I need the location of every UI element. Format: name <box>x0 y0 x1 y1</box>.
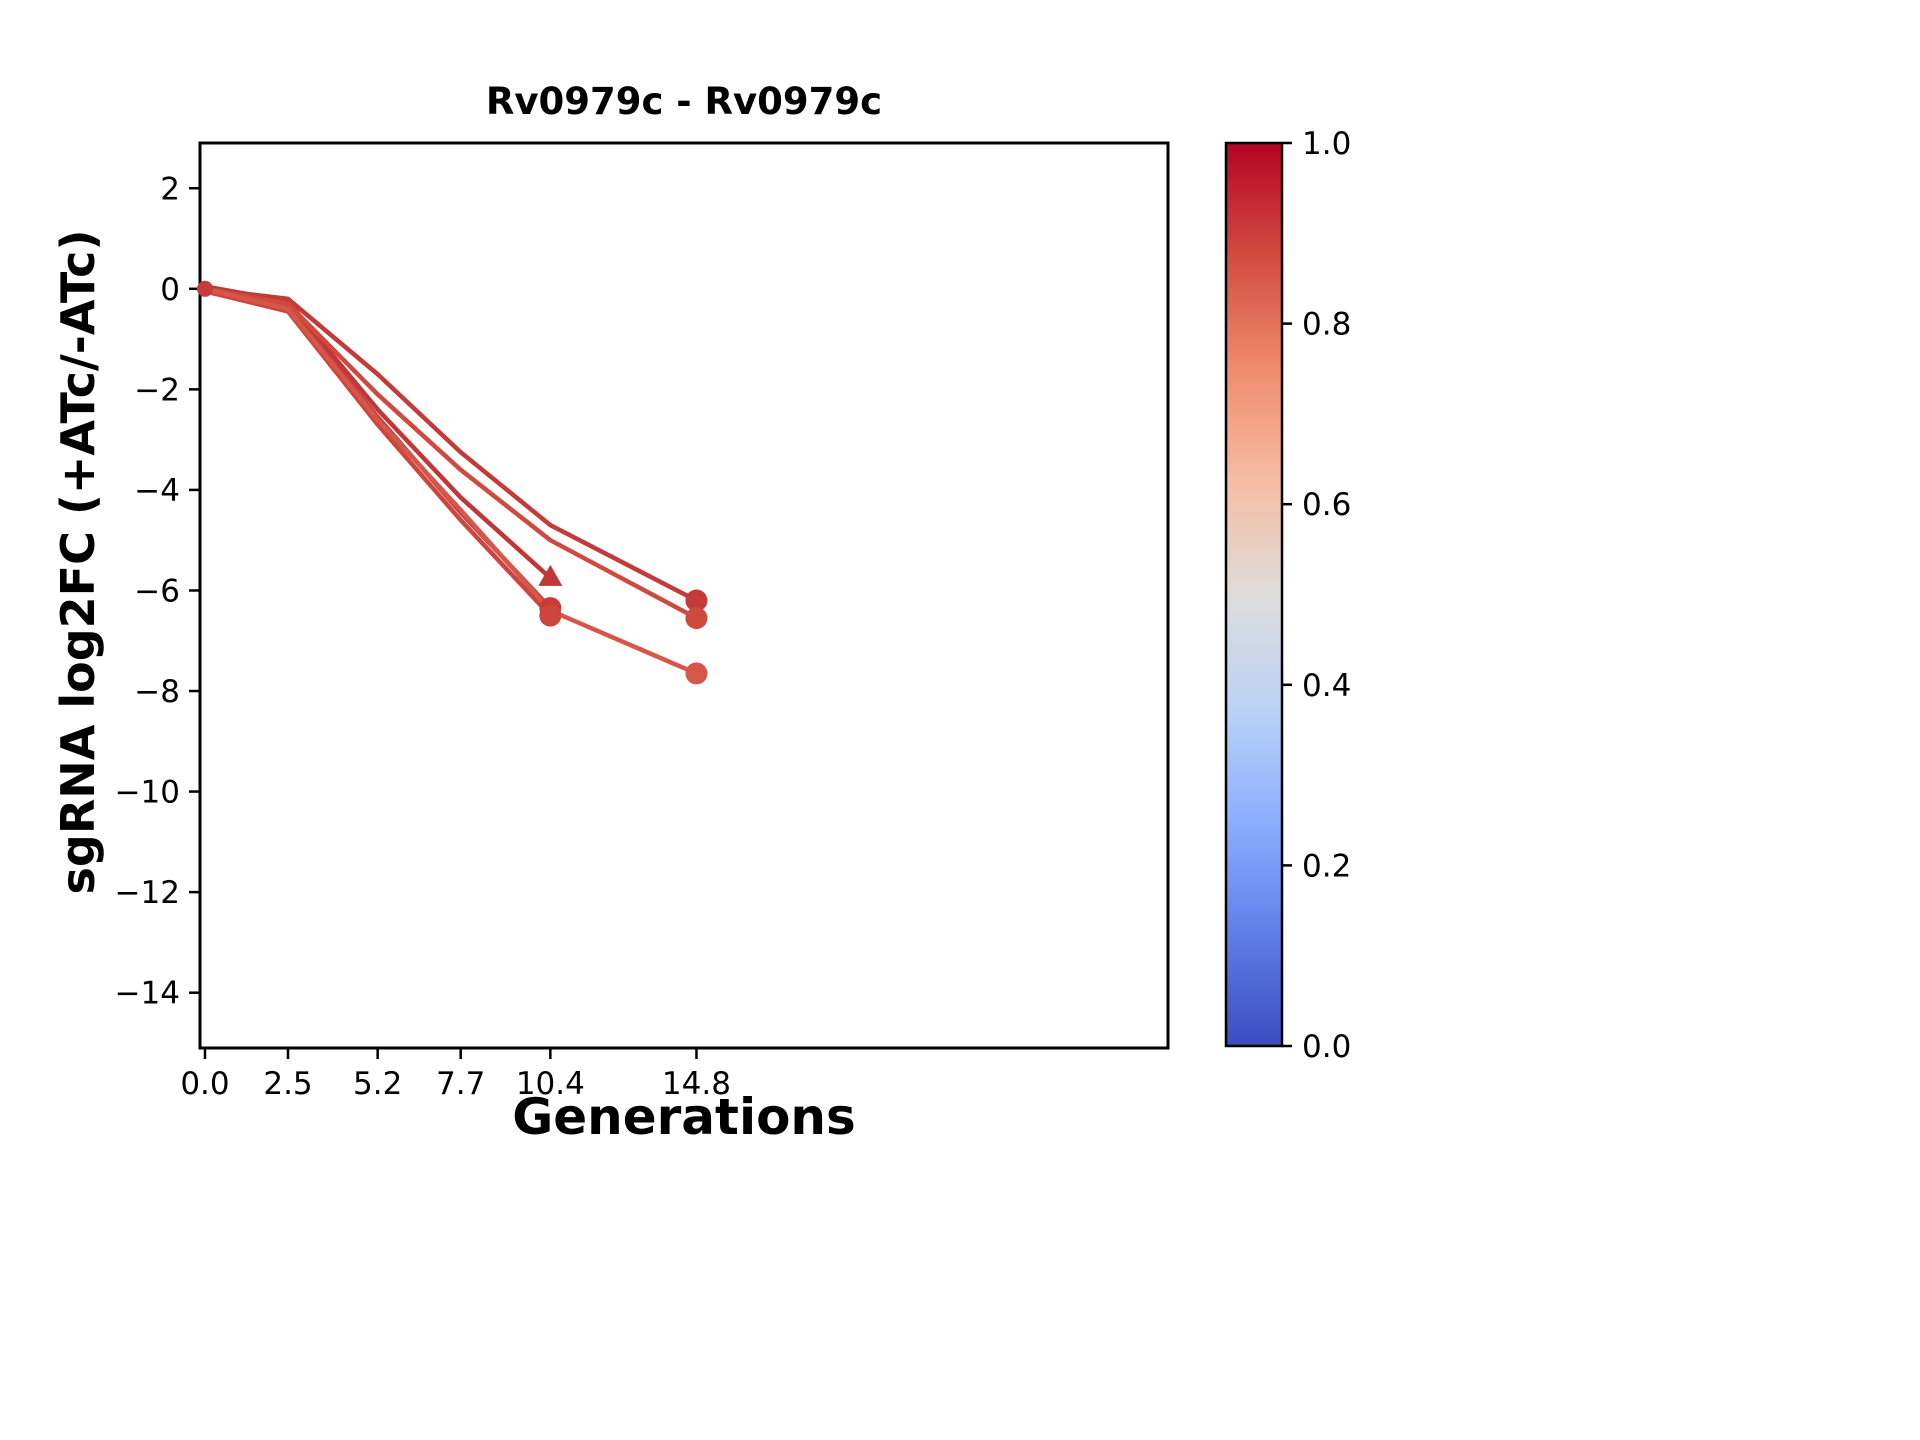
x-tick-label: 5.2 <box>353 1066 402 1102</box>
y-tick-label: −6 <box>134 573 180 609</box>
x-axis-label: Generations <box>512 1088 856 1146</box>
x-tick-label: 14.8 <box>662 1066 731 1102</box>
series-line <box>202 286 699 676</box>
y-tick-label: −10 <box>115 775 180 811</box>
series-marker-circle <box>685 662 708 685</box>
series-marker-circle <box>539 604 562 627</box>
series-marker-triangle <box>538 564 563 586</box>
chart-title: Rv0979c - Rv0979c <box>485 80 883 123</box>
colorbar-tick-label: 0.2 <box>1302 848 1351 884</box>
colorbar-tick-label: 0.8 <box>1302 307 1351 343</box>
x-tick-label: 10.4 <box>516 1066 585 1102</box>
series-line <box>202 289 553 618</box>
series-marker-circle <box>685 589 708 612</box>
axes-box <box>198 141 1170 1050</box>
colorbar-gradient <box>1224 141 1284 1048</box>
y-tick-label: −12 <box>115 875 180 911</box>
x-tick-label: 2.5 <box>263 1066 312 1102</box>
colorbar-tick-label: 0.4 <box>1302 668 1351 704</box>
y-tick-label: 2 <box>160 171 180 207</box>
x-tick-label: 0.0 <box>180 1066 229 1102</box>
series-marker-circle <box>685 607 708 630</box>
y-tick-label: −2 <box>134 372 180 408</box>
x-tick-label: 7.7 <box>436 1066 485 1102</box>
colorbar-tick-label: 0.0 <box>1302 1029 1351 1065</box>
y-tick-label: −8 <box>134 674 180 710</box>
y-tick-label: −14 <box>115 976 180 1012</box>
y-tick-label: −4 <box>134 473 180 509</box>
y-tick-label: 0 <box>160 272 180 308</box>
series-marker-circle <box>196 280 213 297</box>
colorbar-tick-label: 1.0 <box>1302 126 1351 162</box>
colorbar-tick-label: 0.6 <box>1302 487 1351 523</box>
series-line <box>202 284 553 581</box>
series-line <box>202 286 699 603</box>
series-line <box>202 286 699 621</box>
